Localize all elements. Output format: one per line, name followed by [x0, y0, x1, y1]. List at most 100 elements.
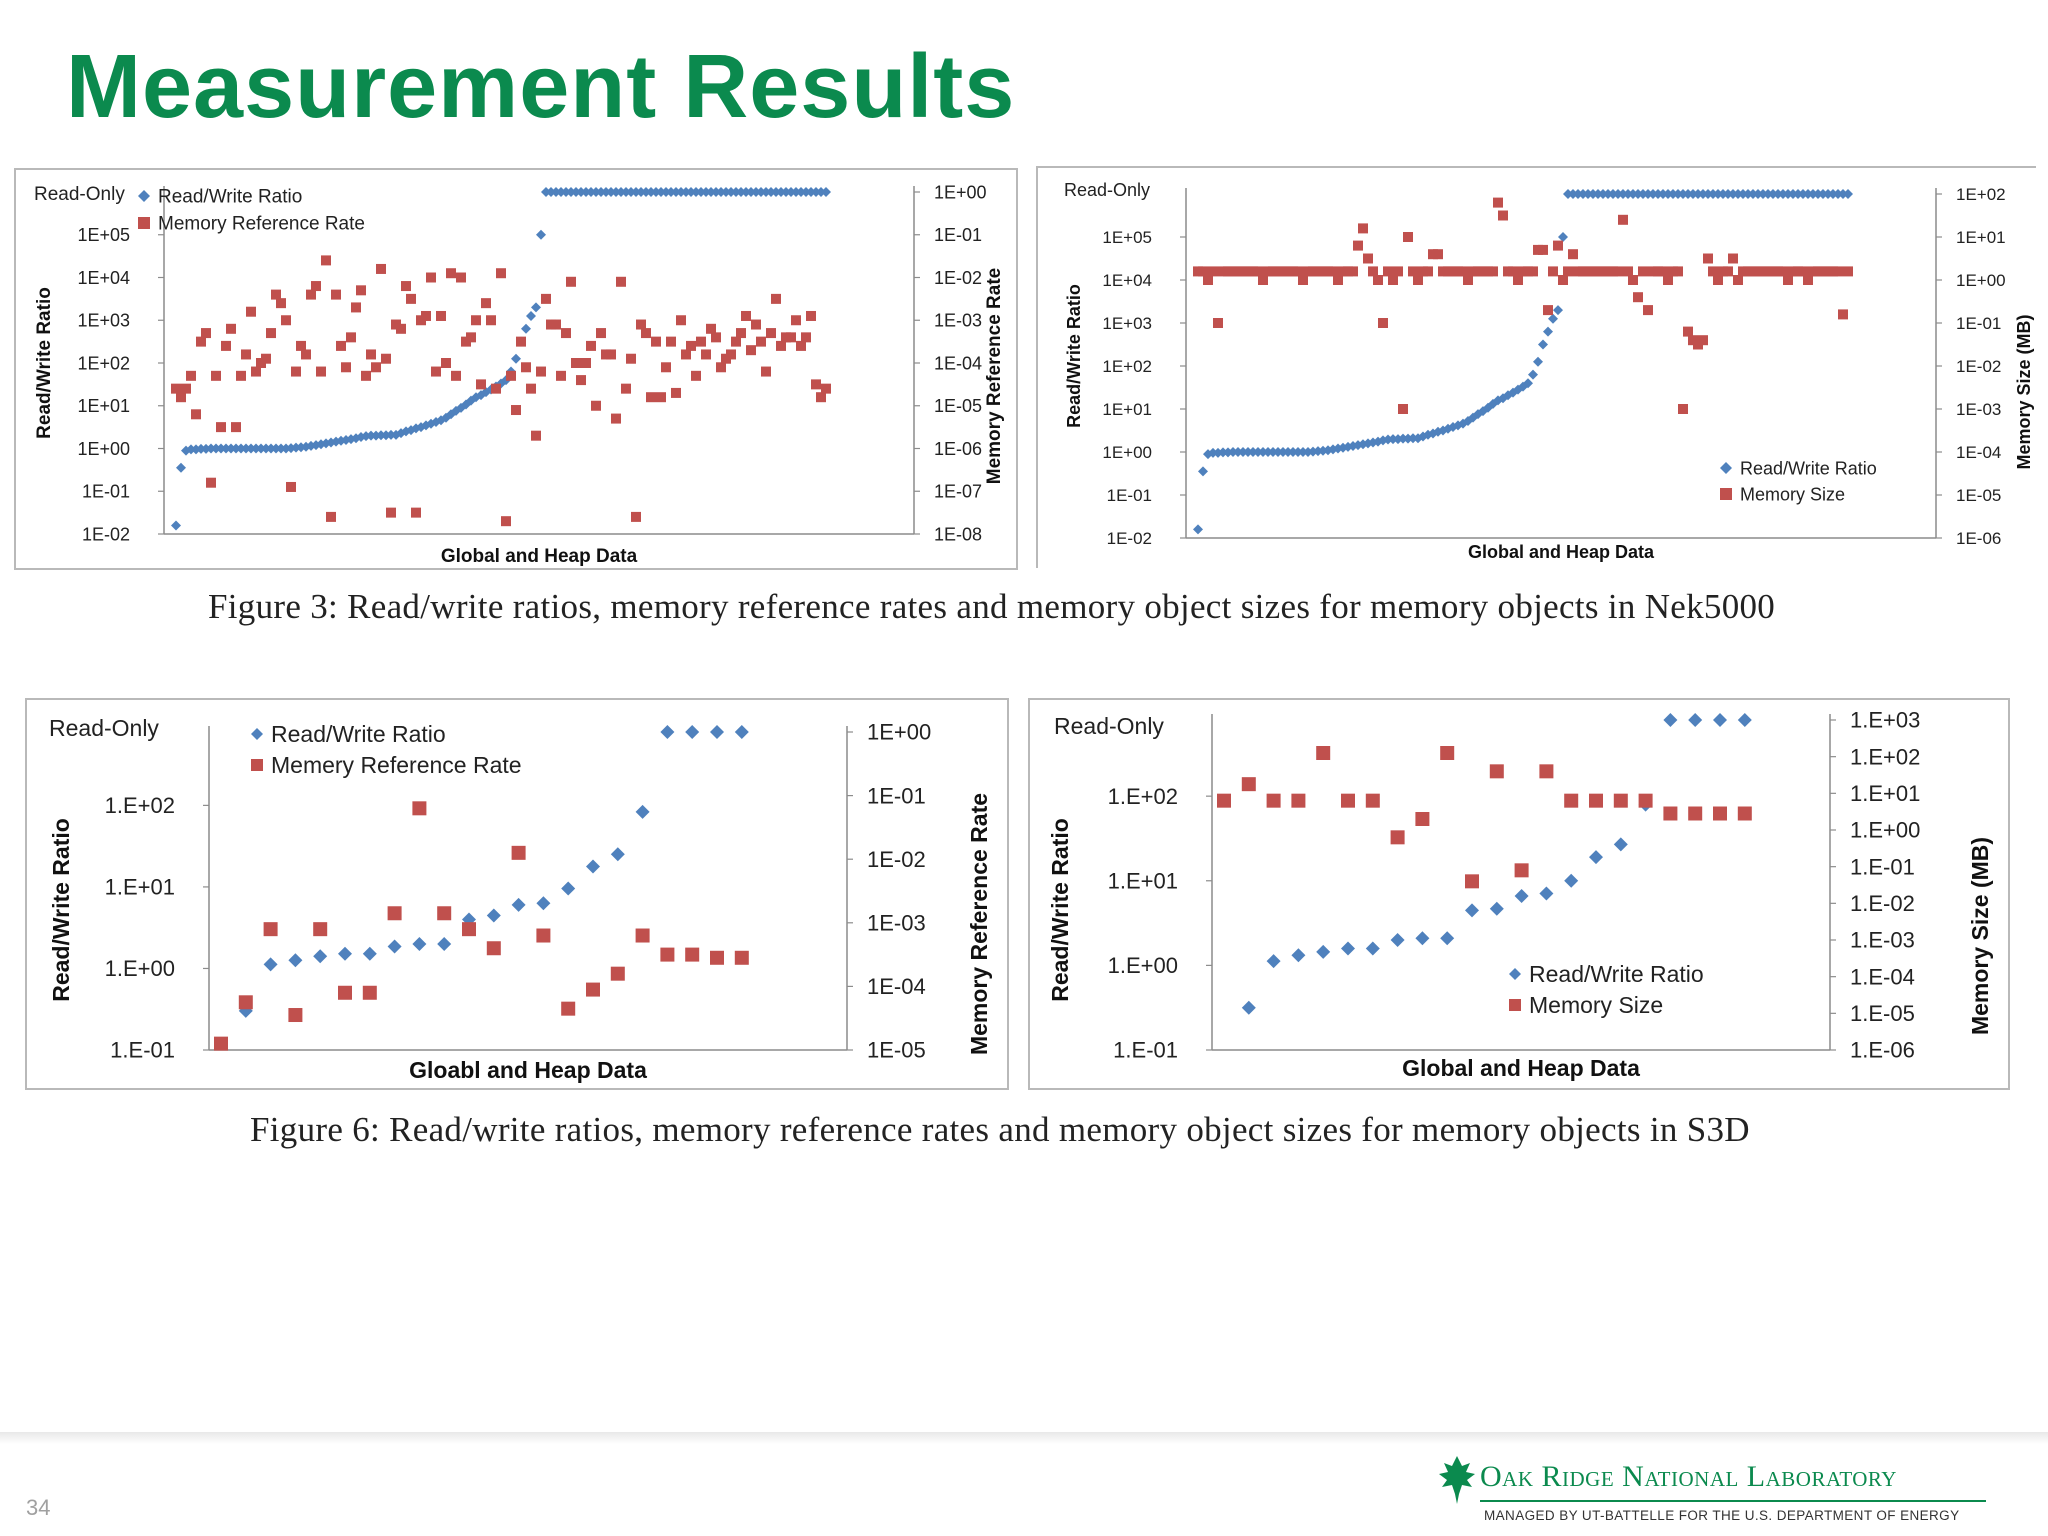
secondary-point — [1613, 793, 1628, 808]
ratio-point — [1341, 941, 1355, 956]
secondary-point — [1328, 266, 1338, 277]
y-tick-label: 1E+00 — [1102, 443, 1152, 462]
ratio-point — [1193, 524, 1203, 535]
secondary-point — [316, 366, 326, 377]
ratio-point — [1503, 390, 1513, 401]
secondary-point — [716, 362, 726, 373]
secondary-point — [1213, 318, 1223, 328]
legend-secondary-swatch — [251, 759, 263, 771]
y-tick-label: 1E-01 — [82, 482, 130, 502]
secondary-point — [746, 345, 756, 356]
secondary-point — [1488, 266, 1498, 277]
ratio-point — [1266, 954, 1281, 969]
y-tick-label: 1E-01 — [1107, 486, 1152, 505]
secondary-point — [696, 336, 706, 347]
secondary-point — [426, 272, 436, 283]
y-tick-label: 1E-02 — [1107, 529, 1152, 548]
secondary-point — [661, 362, 671, 373]
y-tick-label: 1E+03 — [77, 311, 130, 331]
y2-tick-label: 1E-06 — [1956, 529, 2001, 548]
secondary-point — [1778, 266, 1788, 277]
secondary-point — [1208, 266, 1218, 277]
secondary-point — [356, 285, 366, 296]
secondary-point — [1368, 266, 1378, 277]
secondary-point — [491, 383, 501, 394]
secondary-point — [281, 315, 291, 326]
secondary-point — [1613, 266, 1623, 277]
ratio-point — [1198, 466, 1208, 477]
secondary-point — [651, 336, 661, 347]
secondary-point — [1408, 266, 1418, 277]
secondary-point — [636, 319, 646, 330]
secondary-point — [1737, 806, 1752, 821]
secondary-point — [376, 263, 386, 274]
secondary-point — [186, 370, 196, 381]
y-axis-title: Read/Write Ratio — [1047, 818, 1073, 1002]
secondary-point — [1365, 793, 1380, 808]
y2-tick-label: 1E-04 — [867, 974, 926, 999]
y2-tick-label: 1E+00 — [867, 720, 931, 745]
secondary-point — [1688, 806, 1703, 821]
ratio-point — [387, 939, 402, 954]
secondary-point — [301, 349, 311, 360]
secondary-point — [561, 1001, 576, 1016]
secondary-point — [241, 349, 251, 360]
secondary-point — [296, 340, 306, 351]
secondary-point — [801, 332, 811, 343]
y-axis-title: Read/Write Ratio — [48, 818, 74, 1002]
y2-tick-label: 1E+02 — [1956, 185, 2006, 204]
secondary-point — [351, 302, 361, 313]
secondary-point — [1440, 746, 1455, 760]
ratio-point — [1390, 933, 1405, 947]
y2-tick-label: 1E-01 — [867, 783, 926, 808]
secondary-point — [313, 922, 328, 937]
y2-axis-title: Memory Reference Rate — [966, 793, 992, 1055]
secondary-point — [1217, 793, 1231, 808]
ratio-point — [171, 520, 181, 531]
y2-tick-label: 1E-07 — [934, 482, 982, 502]
secondary-point — [576, 375, 586, 386]
secondary-point — [1713, 806, 1727, 821]
chart-nek5000-memory-size: 1E-02 1E-01 1E+00 1E+01 1E+02 1E+03 1E+04 1E+05… — [1064, 180, 2034, 562]
secondary-point — [1388, 275, 1398, 285]
y-tick-label: 1E+05 — [1102, 228, 1152, 247]
secondary-point — [263, 922, 278, 937]
secondary-point — [756, 336, 766, 347]
legend-secondary-swatch — [138, 217, 150, 229]
ratio-point — [1463, 416, 1473, 427]
legend-secondary-label: Memery Reference Rate — [271, 752, 522, 778]
secondary-point — [1373, 275, 1383, 285]
secondary-point — [1463, 275, 1473, 285]
secondary-point — [1798, 266, 1808, 277]
ratio-point — [521, 323, 531, 334]
logo-name: Oak Ridge National Laboratory — [1480, 1460, 1897, 1493]
secondary-point — [486, 941, 501, 956]
secondary-point — [521, 362, 531, 373]
secondary-point — [196, 336, 206, 347]
read-only-label: Read-Only — [1054, 713, 1164, 739]
secondary-point — [441, 358, 451, 368]
secondary-point — [216, 422, 226, 433]
ratio-point — [176, 462, 186, 473]
secondary-point — [1643, 305, 1653, 316]
secondary-point — [806, 310, 816, 321]
secondary-point — [436, 310, 446, 321]
ratio-point — [511, 897, 526, 912]
y2-tick-label: 1E-01 — [1956, 314, 2001, 333]
secondary-point — [516, 336, 526, 347]
secondary-point — [286, 481, 296, 492]
secondary-point — [556, 370, 566, 381]
secondary-point — [1413, 275, 1423, 285]
secondary-point — [1341, 793, 1355, 808]
leaf-emblem-icon — [1439, 1456, 1475, 1504]
ratio-point — [536, 229, 546, 240]
y2-tick-label: 1E-02 — [1956, 357, 2001, 376]
secondary-point — [1415, 812, 1430, 826]
secondary-point — [362, 985, 377, 1000]
ratio-point — [511, 353, 521, 364]
legend-ratio-swatch — [138, 190, 150, 202]
secondary-point — [734, 950, 749, 965]
secondary-point — [1383, 266, 1393, 277]
secondary-point — [396, 323, 406, 334]
secondary-point — [1723, 266, 1733, 277]
